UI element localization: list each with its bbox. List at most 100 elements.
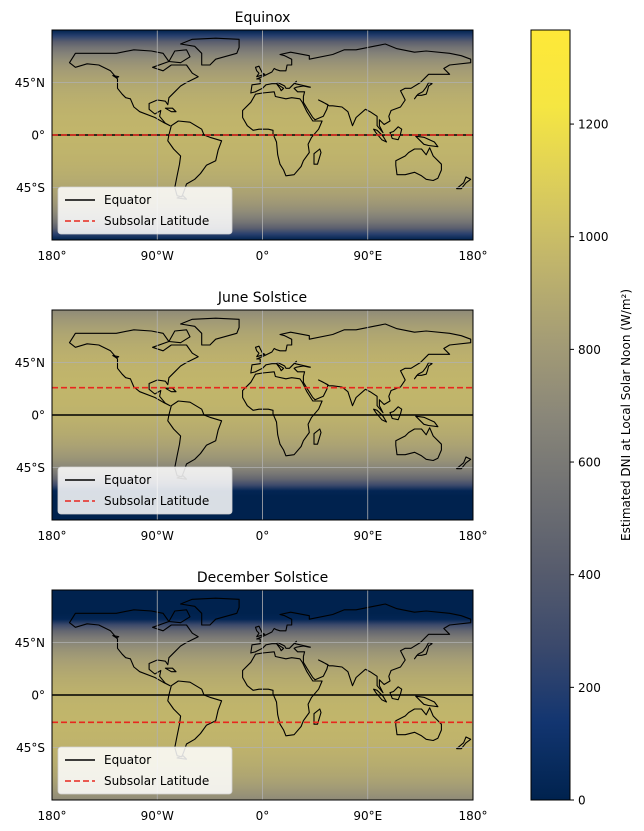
x-tick-label: 0° — [256, 809, 270, 823]
coastline-outline — [313, 428, 322, 445]
y-tick-label: 45°S — [16, 741, 45, 755]
colorbar-tick-label: 800 — [578, 343, 601, 357]
y-tick-labels: 45°N 0° 45°S — [15, 356, 45, 475]
y-tick-label: 45°S — [16, 181, 45, 195]
coastline-outline — [413, 361, 433, 380]
colorbar-tick-label: 1200 — [578, 118, 609, 132]
colorbar-tick-label: 0 — [578, 794, 586, 808]
coastline-outline — [250, 43, 472, 134]
coastline-outline — [68, 609, 199, 687]
colorbar: 0 200 400 600 800 1000 1200 Estimated DN… — [530, 29, 633, 808]
y-tick-label: 0° — [31, 409, 45, 423]
colorbar-tick-label: 200 — [578, 681, 601, 695]
panel-title: Equinox — [235, 10, 291, 26]
x-tick-label: 90°W — [141, 249, 174, 263]
coastline-outline — [395, 707, 442, 742]
map-panel-june-solstice: June Solstice 45°N 0° 45°S 180° 90°W 0° … — [15, 290, 488, 543]
axes-frame — [51, 29, 474, 241]
coastline-outline — [168, 609, 191, 624]
legend-equator-label: Equator — [104, 193, 151, 207]
coastline-outline — [389, 406, 403, 421]
coastline-outline — [167, 400, 223, 478]
x-tick-labels: 180° 90°W 0° 90°E 180° — [38, 809, 488, 823]
y-tick-label: 45°N — [15, 76, 45, 90]
map-panel-equinox: Equinox 45°N 0° 45°S 180° 90°W 0° 90°E 1… — [15, 10, 488, 263]
coastline-outline — [68, 329, 199, 407]
colorbar-tick-label: 1000 — [578, 230, 609, 244]
colorbar-tick-label: 600 — [578, 456, 601, 470]
coastline-outline — [112, 354, 120, 359]
coastline-outline — [389, 126, 403, 141]
legend-box — [57, 746, 233, 795]
legend: Equator Subsolar Latitude — [57, 186, 233, 235]
coastline-outline — [373, 408, 388, 423]
legend-box — [57, 466, 233, 515]
coastline-outline — [389, 686, 403, 701]
coastline-outline — [373, 688, 388, 703]
coastline-outline — [180, 37, 240, 66]
coastlines — [68, 37, 472, 200]
colorbar-gradient — [530, 29, 571, 801]
coastline-outline — [456, 736, 472, 750]
legend-equator-label: Equator — [104, 473, 151, 487]
y-tick-label: 0° — [31, 129, 45, 143]
coastline-outline — [180, 597, 240, 626]
coastline-outline — [167, 120, 223, 198]
legend-box — [57, 186, 233, 235]
coastline-outline — [164, 107, 177, 113]
x-tick-label: 90°W — [141, 529, 174, 543]
coastline-outline — [415, 695, 439, 708]
coastline-outline — [68, 49, 199, 127]
y-tick-label: 0° — [31, 689, 45, 703]
x-tick-label: 180° — [459, 809, 488, 823]
coastline-outline — [242, 91, 323, 177]
coastline-outline — [250, 323, 472, 414]
y-tick-labels: 45°N 0° 45°S — [15, 76, 45, 195]
y-tick-label: 45°N — [15, 636, 45, 650]
legend: Equator Subsolar Latitude — [57, 466, 233, 515]
x-tick-label: 90°E — [353, 249, 382, 263]
x-tick-label: 0° — [256, 529, 270, 543]
coastlines — [68, 317, 472, 480]
coastline-outline — [415, 415, 439, 428]
coastline-outline — [180, 317, 240, 346]
x-tick-labels: 180° 90°W 0° 90°E 180° — [38, 529, 488, 543]
x-tick-label: 180° — [459, 249, 488, 263]
coastline-outline — [413, 641, 433, 660]
y-tick-labels: 45°N 0° 45°S — [15, 636, 45, 755]
coastline-outline — [250, 603, 472, 694]
x-tick-label: 90°E — [353, 529, 382, 543]
coastlines — [68, 597, 472, 760]
coastline-outline — [413, 81, 433, 100]
legend-subsolar-label: Subsolar Latitude — [104, 494, 209, 508]
colorbar-label: Estimated DNI at Local Solar Noon (W/m²) — [619, 289, 633, 541]
x-tick-label: 180° — [38, 529, 67, 543]
coastline-outline — [112, 634, 120, 639]
panel-title: December Solstice — [197, 570, 328, 586]
coastline-outline — [456, 176, 472, 190]
colorbar-ticks: 0 200 400 600 800 1000 1200 — [570, 118, 609, 808]
coastline-outline — [373, 128, 388, 143]
x-tick-label: 180° — [38, 809, 67, 823]
coastline-outline — [242, 651, 323, 737]
x-tick-label: 90°W — [141, 809, 174, 823]
coastline-outline — [112, 74, 120, 79]
coastline-outline — [164, 667, 177, 673]
coastline-outline — [254, 625, 266, 638]
coastline-outline — [456, 456, 472, 470]
coastline-outline — [395, 147, 442, 182]
coastline-outline — [313, 708, 322, 725]
coastline-outline — [395, 427, 442, 462]
coastline-outline — [415, 135, 439, 148]
coastline-outline — [167, 680, 223, 758]
legend-subsolar-label: Subsolar Latitude — [104, 214, 209, 228]
coastline-outline — [254, 345, 266, 358]
x-tick-labels: 180° 90°W 0° 90°E 180° — [38, 249, 488, 263]
y-tick-label: 45°N — [15, 356, 45, 370]
legend-equator-label: Equator — [104, 753, 151, 767]
axes-frame — [51, 589, 474, 801]
x-tick-label: 180° — [38, 249, 67, 263]
x-tick-label: 180° — [459, 529, 488, 543]
y-tick-label: 45°S — [16, 461, 45, 475]
